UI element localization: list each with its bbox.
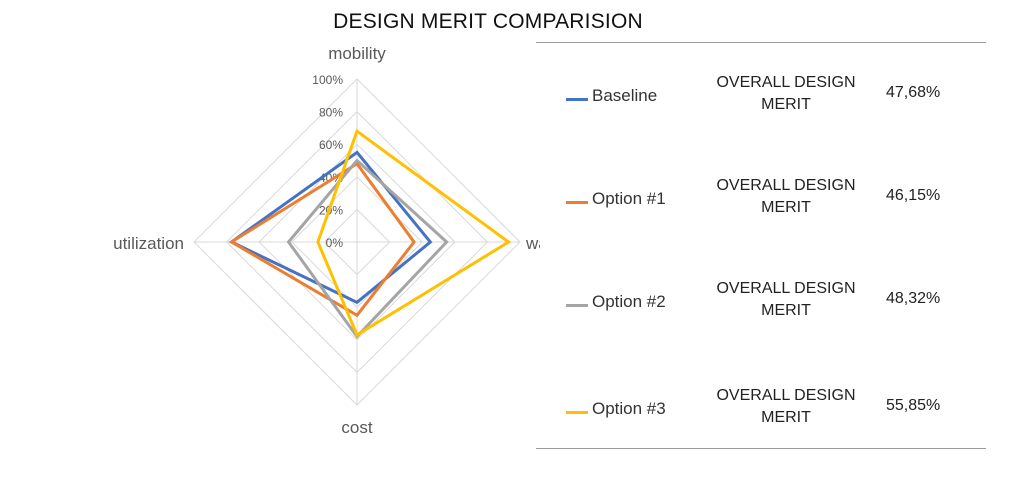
tick-label: 20% (319, 203, 343, 217)
overall-design-merit-label: OVERALL DESIGN MERIT (716, 74, 856, 113)
legend-row-option-2: Option #2 OVERALL DESIGN MERIT 48,32% (566, 280, 976, 350)
radar-chart: 0%20%40%60%80%100% mobilitywaiting timec… (113, 44, 540, 437)
legend-series-name: Option #2 (592, 292, 666, 311)
radar-series (228, 128, 512, 339)
legend-series-name: Option #1 (592, 189, 666, 208)
series-line-option-3 (316, 128, 512, 338)
legend-swatch (566, 98, 588, 101)
series-line-option-1 (228, 161, 416, 318)
merit-value: 48,32% (886, 290, 941, 307)
page-title: DESIGN MERIT COMPARISION (333, 10, 643, 33)
legend-row-option-1: Option #1 OVERALL DESIGN MERIT 46,15% (566, 177, 976, 247)
axis-label-mobility: mobility (328, 44, 386, 63)
radar-axis-labels: mobility waiting time cost utilization (113, 44, 540, 437)
axis-label-waiting-time: waiting time (525, 234, 540, 253)
top-rule (536, 42, 986, 43)
legend-series-name: Option #3 (592, 399, 666, 418)
tick-label: 100% (312, 73, 343, 87)
tick-label: 60% (319, 138, 343, 152)
axis-label-cost: cost (341, 418, 372, 437)
legend-series-name: Baseline (592, 86, 658, 105)
radar-tick-labels: 0%20%40%60%80%100% (312, 73, 343, 250)
merit-value: 46,15% (886, 187, 941, 204)
bottom-rule (536, 448, 986, 449)
legend-row-option-3: Option #3 OVERALL DESIGN MERIT 55,85% (566, 387, 976, 457)
merit-value: 55,85% (886, 397, 941, 414)
radar-grid (193, 78, 521, 406)
overall-design-merit-label: OVERALL DESIGN MERIT (716, 387, 856, 426)
axis-label-utilization: utilization (113, 234, 184, 253)
overall-design-merit-label: OVERALL DESIGN MERIT (716, 280, 856, 319)
legend-swatch (566, 304, 588, 307)
merit-value: 47,68% (886, 84, 941, 101)
legend-swatch (566, 411, 588, 414)
series-line-baseline (228, 150, 433, 305)
legend-swatch (566, 201, 588, 204)
tick-label: 0% (326, 236, 344, 250)
overall-design-merit-label: OVERALL DESIGN MERIT (716, 177, 856, 216)
legend-row-baseline: Baseline OVERALL DESIGN MERIT 47,68% (566, 74, 976, 144)
tick-label: 80% (319, 106, 343, 120)
